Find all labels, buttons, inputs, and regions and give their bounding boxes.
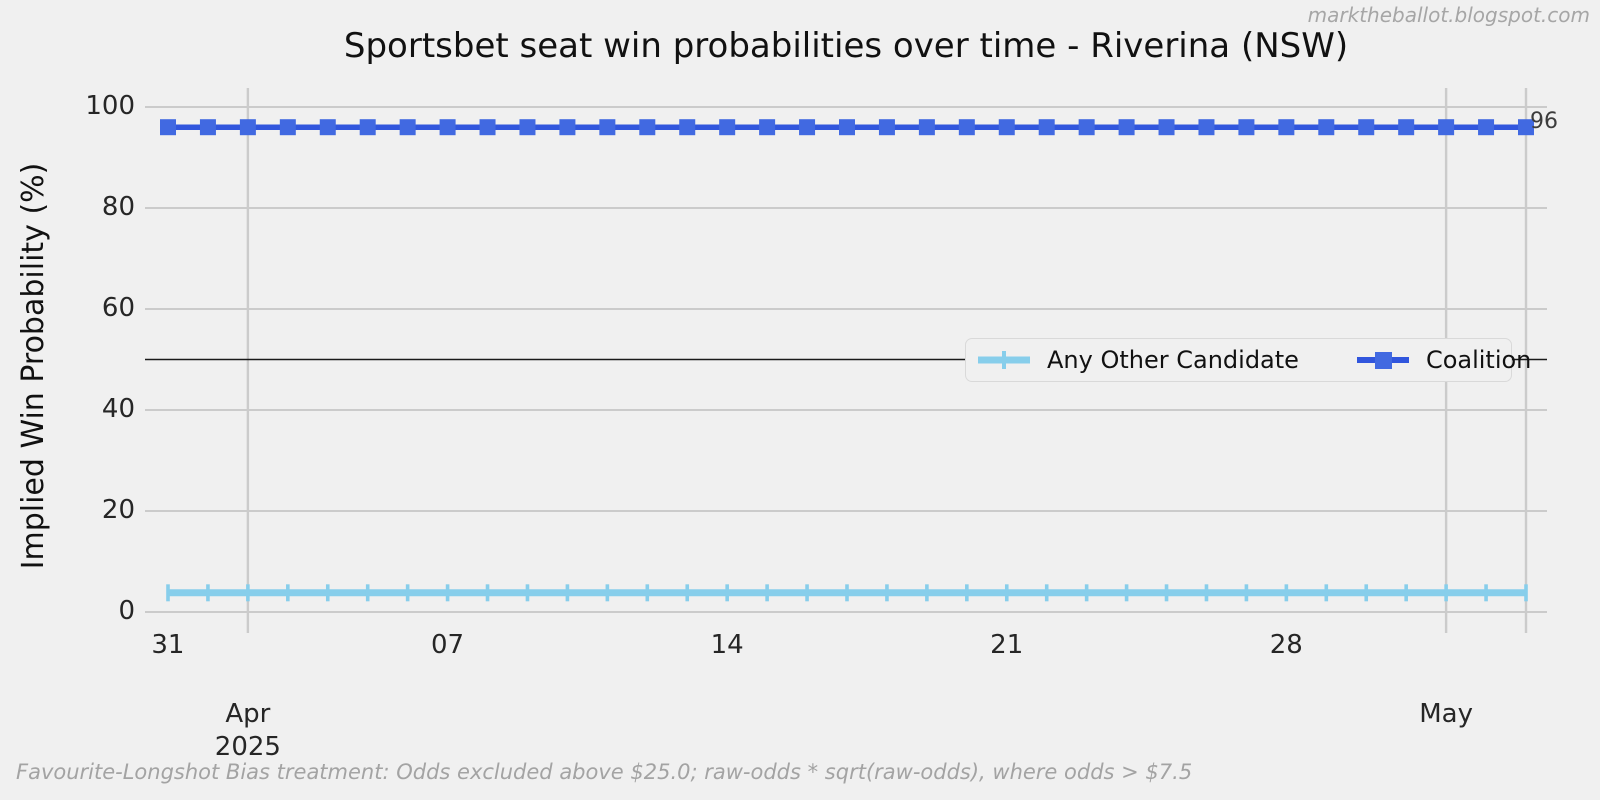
any-other-candidate-marker bbox=[365, 584, 370, 602]
coalition-marker bbox=[359, 119, 376, 136]
x-tick-label: 28 bbox=[1269, 630, 1303, 660]
coalition-marker bbox=[1358, 119, 1375, 136]
end-value-label: 96 bbox=[1530, 109, 1558, 134]
any-other-candidate-marker bbox=[1204, 584, 1209, 602]
any-other-candidate-marker bbox=[725, 584, 729, 602]
any-other-candidate-marker bbox=[1084, 584, 1089, 602]
any-other-candidate-marker bbox=[485, 584, 490, 602]
chart-title: Sportsbet seat win probabilities over ti… bbox=[343, 26, 1349, 66]
any-other-candidate-marker bbox=[1484, 584, 1488, 602]
coalition-marker bbox=[759, 119, 776, 136]
coalition-marker bbox=[639, 119, 656, 136]
coalition-marker bbox=[679, 119, 696, 136]
y-tick-label: 20 bbox=[101, 495, 135, 525]
any-other-candidate-marker bbox=[1524, 584, 1528, 602]
any-other-candidate-marker bbox=[685, 584, 690, 602]
any-other-candidate-marker bbox=[166, 584, 170, 602]
any-other-candidate-marker bbox=[525, 584, 530, 602]
coalition-marker bbox=[399, 119, 416, 136]
any-other-candidate-marker bbox=[405, 584, 410, 602]
any-other-candidate-marker bbox=[246, 584, 250, 602]
any-other-candidate-marker bbox=[1124, 584, 1129, 602]
y-tick-label: 60 bbox=[101, 293, 135, 323]
x-major-tick-label: May bbox=[1419, 699, 1473, 729]
any-other-candidate-marker bbox=[645, 584, 650, 602]
coalition-marker bbox=[1038, 119, 1055, 136]
coalition-marker bbox=[1118, 119, 1135, 136]
any-other-candidate-marker bbox=[445, 584, 450, 602]
y-tick-label: 40 bbox=[101, 394, 135, 424]
any-other-candidate-marker bbox=[925, 584, 929, 602]
any-other-candidate-marker bbox=[565, 584, 570, 602]
x-tick-label: 07 bbox=[430, 630, 465, 660]
coalition-marker bbox=[599, 119, 616, 136]
any-other-candidate-marker bbox=[206, 584, 210, 602]
legend-entry-any-other-candidate: Any Other Candidate bbox=[978, 346, 1299, 374]
x-tick-label: 21 bbox=[990, 630, 1024, 660]
coalition-marker bbox=[479, 119, 496, 136]
coalition-marker bbox=[559, 119, 576, 136]
coalition-marker bbox=[1078, 119, 1095, 136]
coalition-marker bbox=[1238, 119, 1255, 136]
any-other-candidate-marker bbox=[1364, 584, 1369, 602]
caption: Favourite-Longshot Bias treatment: Odds … bbox=[16, 760, 1193, 784]
any-other-candidate-marker bbox=[1324, 584, 1329, 602]
any-other-candidate-marker bbox=[805, 584, 809, 602]
coalition-marker bbox=[1318, 119, 1335, 136]
coalition-marker bbox=[1278, 119, 1295, 136]
any-other-candidate-marker bbox=[1284, 584, 1289, 602]
coalition-marker bbox=[1438, 119, 1455, 136]
coalition-marker bbox=[1518, 119, 1534, 136]
coalition-marker bbox=[799, 119, 816, 136]
legend-label: Any Other Candidate bbox=[1047, 346, 1299, 374]
y-tick-label: 80 bbox=[101, 192, 135, 222]
any-other-candidate-marker bbox=[965, 584, 969, 602]
any-other-candidate-marker bbox=[765, 584, 769, 602]
watermark: marktheballot.blogspot.com bbox=[1307, 3, 1590, 27]
coalition-marker bbox=[878, 119, 895, 136]
coalition-marker bbox=[319, 119, 336, 136]
coalition-marker bbox=[199, 119, 216, 136]
any-other-candidate-marker bbox=[325, 584, 330, 602]
coalition-marker bbox=[1198, 119, 1215, 136]
x-major-tick-label: Apr 2025 bbox=[214, 699, 281, 762]
any-other-candidate-marker bbox=[885, 584, 889, 602]
y-tick-label: 100 bbox=[85, 91, 135, 121]
any-other-candidate-marker bbox=[1244, 584, 1249, 602]
any-other-candidate-marker bbox=[1404, 584, 1408, 602]
any-other-candidate-marker bbox=[1164, 584, 1169, 602]
coalition-line-icon bbox=[1356, 352, 1409, 369]
coalition-marker bbox=[239, 119, 256, 136]
coalition-marker bbox=[1398, 119, 1415, 136]
legend-entry-coalition: Coalition bbox=[1356, 346, 1532, 374]
any-other-candidate-line-icon bbox=[978, 351, 1030, 369]
x-tick-label: 14 bbox=[710, 630, 744, 660]
any-other-candidate-marker bbox=[1044, 584, 1049, 602]
coalition-marker bbox=[918, 119, 935, 136]
y-tick-label: 0 bbox=[118, 596, 135, 626]
any-other-candidate-marker bbox=[605, 584, 610, 602]
any-other-candidate-marker bbox=[1004, 584, 1009, 602]
coalition-marker bbox=[719, 119, 736, 136]
x-tick-label: 31 bbox=[151, 630, 185, 660]
coalition-marker bbox=[958, 119, 975, 136]
coalition-marker bbox=[839, 119, 855, 136]
coalition-marker bbox=[279, 119, 296, 136]
any-other-candidate-marker bbox=[1444, 584, 1448, 602]
coalition-marker bbox=[519, 119, 536, 136]
coalition-marker bbox=[1158, 119, 1175, 136]
any-other-candidate-marker bbox=[286, 584, 290, 602]
legend: Any Other Candidate Coalition bbox=[965, 338, 1531, 382]
any-other-candidate-marker bbox=[845, 584, 849, 602]
coalition-marker bbox=[439, 119, 456, 136]
coalition-marker bbox=[160, 119, 176, 136]
legend-label: Coalition bbox=[1425, 346, 1532, 374]
coalition-marker bbox=[1478, 119, 1495, 136]
coalition-marker bbox=[998, 119, 1015, 136]
